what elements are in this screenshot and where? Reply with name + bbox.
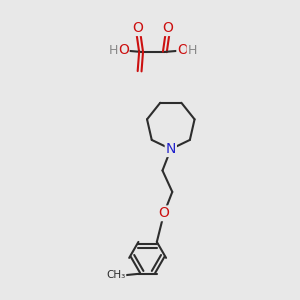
Text: CH₃: CH₃: [106, 270, 126, 280]
Text: H: H: [109, 44, 119, 57]
Text: O: O: [133, 21, 143, 35]
Text: O: O: [158, 206, 169, 220]
Text: O: O: [162, 21, 173, 35]
Text: N: N: [166, 142, 176, 156]
Text: H: H: [188, 44, 197, 57]
Text: O: O: [118, 44, 129, 57]
Text: O: O: [177, 44, 188, 57]
